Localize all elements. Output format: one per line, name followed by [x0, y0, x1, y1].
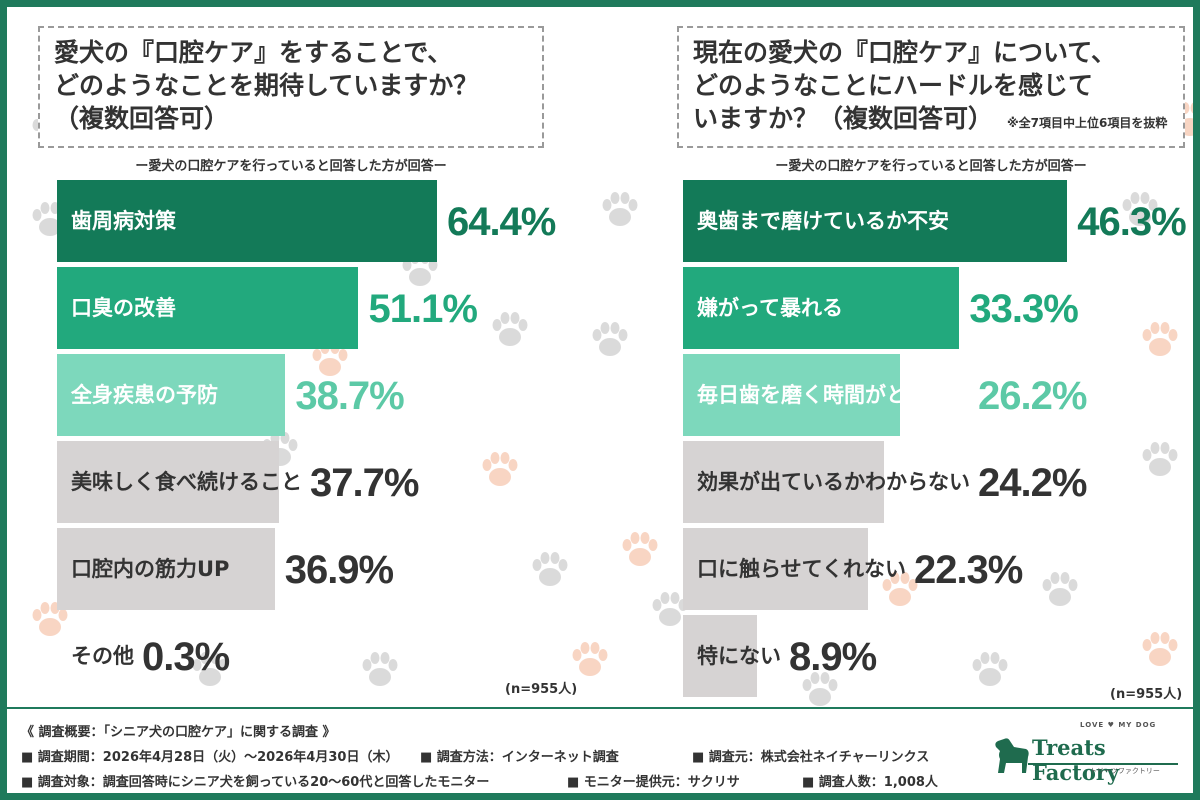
paw-print-icon	[602, 192, 638, 226]
right-question-line-3: いますか？（複数回答可） ※全7項目中上位6項目を抜粋	[693, 102, 1169, 140]
left-question-box: 愛犬の『口腔ケア』をすることで、 どのようなことを期待していますか？ （複数回答…	[38, 26, 544, 148]
left-subtitle: ー愛犬の口腔ケアを行っていると回答した方が回答ー	[135, 159, 447, 174]
right-bar	[683, 267, 960, 349]
right-bar-row: 毎日歯を磨く時間がとれない 26.2%	[683, 354, 1188, 436]
logo-name: Treats Factory	[1032, 735, 1120, 785]
paw-print-icon	[572, 642, 608, 676]
right-bar-chart: 奥歯まで磨けているか不安 46.3% 嫌がって暴れる 33.3% 毎日歯を磨く時間がとれ…	[683, 180, 1188, 700]
treats-factory-logo: LOVE ♥ MY DOG Treats Factory トリーツファクトリー	[992, 721, 1182, 785]
logo-underline	[1028, 763, 1178, 765]
right-subtitle: ー愛犬の口腔ケアを行っていると回答した方が回答ー	[775, 159, 1087, 174]
left-bar-chart: 歯周病対策 64.4% 口臭の改善 51.1% 全身疾患の予防 38.7% 美味しく食べ続け…	[57, 180, 577, 700]
left-bar-value: 37.7%	[310, 461, 419, 505]
right-bar-value: 24.2%	[978, 461, 1087, 505]
left-bar-value: 0.3%	[142, 635, 230, 679]
left-bar-label: 歯周病対策	[71, 209, 176, 233]
left-bar-label: 口臭の改善	[71, 296, 176, 320]
footer-method: ■ 調査方法：インターネット調査	[420, 750, 619, 765]
paw-print-icon	[1042, 572, 1078, 606]
left-bar-value: 51.1%	[368, 287, 477, 331]
left-bar-row: 口腔内の筋力UP 36.9%	[57, 528, 577, 610]
left-bar	[57, 180, 437, 262]
footer-heading: 《 調査概要：「シニア犬の口腔ケア」に関する調査 》	[21, 725, 336, 740]
right-bar-row: 奥歯まで磨けているか不安 46.3%	[683, 180, 1188, 262]
right-bar-label: 嫌がって暴れる	[697, 296, 843, 320]
right-bar-value: 26.2%	[978, 374, 1087, 418]
left-bar-row: 歯周病対策 64.4%	[57, 180, 577, 262]
paw-print-icon	[972, 652, 1008, 686]
right-bar	[683, 441, 884, 523]
right-bar	[683, 615, 757, 697]
right-bar-value: 33.3%	[969, 287, 1078, 331]
left-bar	[57, 615, 59, 697]
right-sample-size: (n=955人)	[1110, 687, 1183, 702]
paw-print-icon	[482, 452, 518, 486]
left-bar-value: 38.7%	[295, 374, 404, 418]
right-bar-value: 22.3%	[913, 548, 1023, 592]
right-bar-label: 口に触らせてくれない	[697, 557, 906, 581]
right-bar-row: 嫌がって暴れる 33.3%	[683, 267, 1188, 349]
right-bar-label: 効果が出ているかわからない	[697, 470, 970, 494]
right-bar	[683, 528, 869, 610]
left-bar-row: 美味しく食べ続けること 37.7%	[57, 441, 577, 523]
footer-target: ■ 調査対象：調査回答時にシニア犬を飼っている20〜60代と回答したモニター	[21, 775, 490, 790]
left-bar-row: 口臭の改善 51.1%	[57, 267, 577, 349]
left-bar	[57, 441, 280, 523]
left-bar	[57, 354, 286, 436]
right-bar-row: 口に触らせてくれない 22.3%	[683, 528, 1188, 610]
footer-period: ■ 調査期間：2026年4月28日（火）〜2026年4月30日（木）	[21, 750, 399, 765]
right-question-line-3-text: いますか？（複数回答可）	[693, 104, 994, 133]
paw-print-icon	[1142, 442, 1178, 476]
right-question-line-2: どのようなことにハードルを感じて	[693, 71, 1094, 100]
paw-print-icon	[1142, 632, 1178, 666]
survey-footer: 《 調査概要：「シニア犬の口腔ケア」に関する調査 》 ■ 調査期間：2026年4…	[7, 707, 1193, 793]
right-bar	[683, 354, 901, 436]
right-question-box: 現在の愛犬の『口腔ケア』について、 どのようなことにハードルを感じて いますか？…	[677, 26, 1185, 148]
logo-tagline: LOVE ♥ MY DOG	[1080, 721, 1157, 729]
left-bar	[57, 528, 275, 610]
left-bar-label: その他	[71, 644, 134, 668]
left-bar-label: 美味しく食べ続けること	[71, 470, 302, 494]
right-question-line-1: 現在の愛犬の『口腔ケア』について、	[693, 38, 1117, 67]
right-bar-value: 46.3%	[1077, 200, 1186, 244]
logo-subtitle: トリーツファクトリー	[1090, 767, 1160, 775]
right-bar-label: 特にない	[697, 644, 781, 668]
left-bar-value: 36.9%	[284, 548, 394, 592]
left-sample-size: (n=955人)	[505, 682, 578, 697]
footer-count: ■ 調査人数：1,008人	[802, 775, 938, 790]
paw-print-icon	[192, 652, 228, 686]
footer-provider: ■ モニター提供元：サクリサ	[567, 775, 740, 790]
right-question-note: ※全7項目中上位6項目を抜粋	[1007, 116, 1168, 130]
right-bar-label: 奥歯まで磨けているか不安	[697, 209, 949, 233]
right-bar-label: 毎日歯を磨く時間がとれない	[697, 383, 970, 407]
paw-print-icon	[1142, 322, 1178, 356]
paw-print-icon	[622, 532, 658, 566]
left-bar-label: 全身疾患の予防	[71, 383, 218, 407]
left-question-line-3: （複数回答可）	[54, 104, 230, 133]
footer-source: ■ 調査元：株式会社ネイチャーリンクス	[692, 750, 930, 765]
paw-print-icon	[802, 672, 838, 706]
right-bar	[683, 180, 1068, 262]
paw-print-icon	[532, 552, 568, 586]
left-bar-row: その他 0.3%	[57, 615, 577, 697]
right-bar-value: 8.9%	[789, 635, 877, 679]
dog-silhouette-icon	[995, 738, 1029, 773]
left-bar	[57, 267, 359, 349]
paw-print-icon	[362, 652, 398, 686]
paw-print-icon	[492, 312, 528, 346]
left-question-line-1: 愛犬の『口腔ケア』をすることで、	[54, 38, 453, 67]
left-bar-label: 口腔内の筋力UP	[71, 557, 230, 581]
paw-print-icon	[592, 322, 628, 356]
paw-print-icon	[1122, 192, 1158, 226]
right-bar-row: 効果が出ているかわからない 24.2%	[683, 441, 1188, 523]
paw-print-icon	[882, 572, 918, 606]
left-bar-value: 64.4%	[446, 200, 556, 244]
left-bar-row: 全身疾患の予防 38.7%	[57, 354, 577, 436]
left-question-line-2: どのようなことを期待していますか？	[54, 71, 479, 100]
right-bar-row: 特にない 8.9%	[683, 615, 1188, 697]
